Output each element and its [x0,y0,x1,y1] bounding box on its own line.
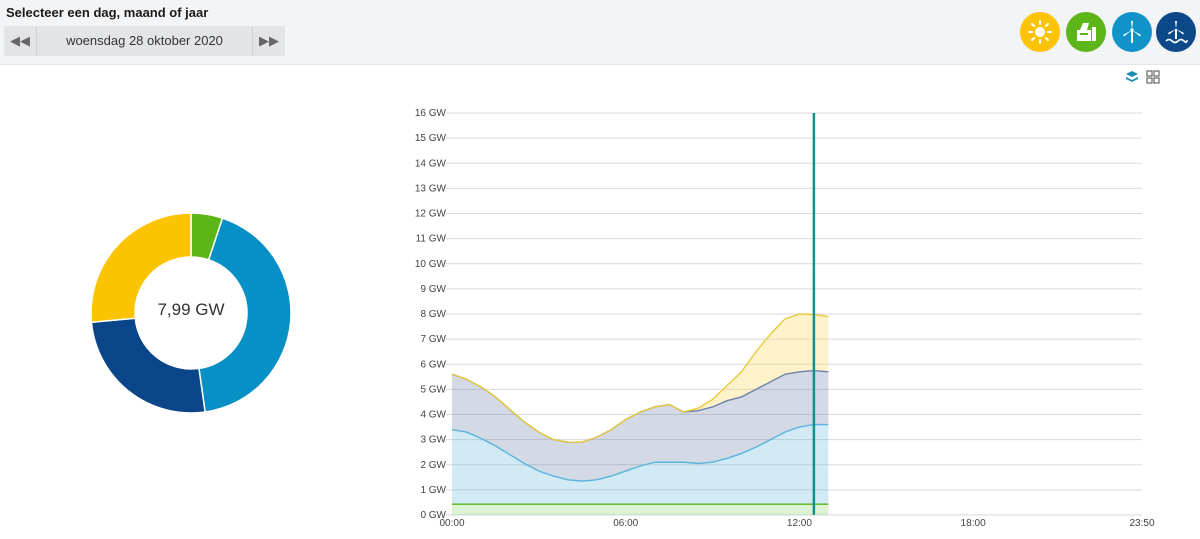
x-tick-label: 23:50 [1129,518,1154,529]
y-tick-label: 15 GW [415,133,447,144]
y-tick-label: 1 GW [420,485,446,496]
previous-day-button[interactable]: ◀◀ [4,26,37,56]
sun-icon [1028,20,1052,44]
x-tick-label: 18:00 [961,518,986,529]
page-title: Selecteer een dag, maand of jaar [6,5,209,20]
onshore-wind-source-button[interactable] [1112,12,1152,52]
x-tick-label: 06:00 [613,518,638,529]
series-area-0 [452,504,829,515]
x-tick-label: 00:00 [439,518,464,529]
date-label[interactable]: woensdag 28 oktober 2020 [66,33,223,48]
y-tick-label: 6 GW [420,359,446,370]
x-tick-label: 12:00 [787,518,812,529]
next-day-button[interactable]: ▶▶ [252,26,285,56]
y-tick-label: 4 GW [420,410,446,421]
y-tick-label: 2 GW [420,460,446,471]
series-area-2 [452,370,829,482]
grid-view-icon[interactable] [1146,70,1160,84]
series-line-3 [451,313,829,443]
series-area-3 [452,314,829,443]
series-line-1 [451,423,829,482]
y-tick-label: 14 GW [415,158,447,169]
offshore-wind-source-button[interactable] [1156,12,1196,52]
solar-source-button[interactable] [1020,12,1060,52]
offshore-wind-icon [1165,21,1188,44]
wind-turbine-icon [1123,21,1141,43]
donut-segment-2[interactable] [90,317,206,414]
y-tick-label: 12 GW [415,209,447,220]
biomass-icon [1077,23,1096,41]
y-tick-label: 10 GW [415,259,447,270]
donut-chart [90,212,292,414]
y-tick-label: 9 GW [420,284,446,295]
y-tick-label: 16 GW [415,108,447,119]
biomass-source-button[interactable] [1066,12,1106,52]
donut-segment-3[interactable] [90,212,192,324]
top-bar: Selecteer een dag, maand of jaar ◀◀ woen… [0,0,1200,65]
y-tick-label: 11 GW [416,234,447,245]
stacked-view-icon[interactable] [1125,70,1139,84]
y-tick-label: 3 GW [420,435,446,446]
series-area-1 [452,424,829,505]
donut-segment-1[interactable] [198,217,292,413]
y-tick-label: 5 GW [420,384,446,395]
y-tick-label: 0 GW [420,510,446,521]
y-tick-label: 7 GW [420,334,446,345]
y-tick-label: 8 GW [420,309,446,320]
date-navigator: ◀◀ woensdag 28 oktober 2020 ▶▶ [4,26,285,56]
donut-total-label: 7,99 GW [157,300,225,319]
area-chart: 0 GW 1 GW 2 GW 3 GW 4 GW 5 GW 6 GW 7 GW 8 GW 9 GW… [415,108,1155,529]
y-tick-label: 13 GW [415,183,447,194]
